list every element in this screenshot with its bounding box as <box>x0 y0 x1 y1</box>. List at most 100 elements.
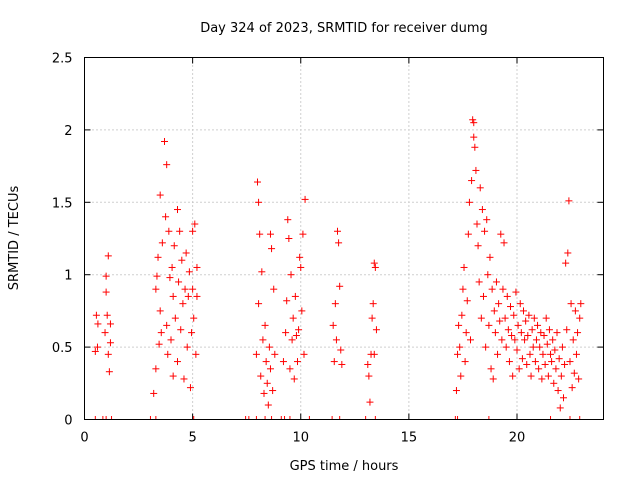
x-tick-label: 20 <box>509 431 526 446</box>
data-point <box>364 360 372 368</box>
data-point <box>165 227 173 235</box>
data-point <box>544 372 552 380</box>
data-point <box>279 358 287 366</box>
data-point <box>490 307 498 315</box>
data-point <box>495 300 503 308</box>
data-point <box>521 336 529 344</box>
data-point <box>185 268 193 276</box>
data-point <box>268 245 276 253</box>
data-point <box>288 336 296 344</box>
data-point <box>541 360 549 368</box>
y-tick-label: 2.5 <box>52 52 73 67</box>
data-point <box>488 285 496 293</box>
data-point <box>173 358 181 366</box>
data-point <box>519 307 527 315</box>
data-point <box>106 320 114 328</box>
data-point <box>163 321 171 329</box>
data-point <box>531 358 539 366</box>
x-tick-label: 10 <box>292 431 309 446</box>
data-point <box>557 372 565 380</box>
data-point <box>329 321 337 329</box>
data-point <box>467 336 475 344</box>
data-point <box>256 230 264 238</box>
data-point <box>370 350 378 358</box>
data-point <box>192 350 200 358</box>
data-point <box>500 239 508 247</box>
data-point <box>548 358 556 366</box>
data-point <box>260 389 268 397</box>
data-point <box>543 340 551 348</box>
data-point <box>487 365 495 373</box>
data-point <box>455 321 463 329</box>
data-point <box>476 184 484 192</box>
data-point <box>283 297 291 305</box>
data-point <box>162 213 170 221</box>
data-point <box>509 372 517 380</box>
data-point <box>465 198 473 206</box>
data-point <box>330 358 338 366</box>
data-point <box>482 343 490 351</box>
data-point <box>291 292 299 300</box>
data-point <box>101 329 109 337</box>
data-point <box>286 365 294 373</box>
data-point <box>298 307 306 315</box>
data-point <box>266 230 274 238</box>
data-point <box>471 143 479 151</box>
data-point <box>494 350 502 358</box>
data-point <box>564 249 572 257</box>
data-point <box>491 329 499 337</box>
data-point <box>489 375 497 383</box>
y-tick-label: 1 <box>64 269 72 284</box>
data-point <box>167 336 175 344</box>
data-point <box>102 272 110 280</box>
data-point <box>371 263 379 271</box>
data-point <box>270 285 278 293</box>
data-point <box>522 317 530 325</box>
data-point <box>496 317 504 325</box>
data-point <box>518 355 526 363</box>
data-point <box>176 227 184 235</box>
data-point <box>486 253 494 261</box>
data-point <box>163 161 171 169</box>
y-tick-label: 0.5 <box>52 341 73 356</box>
data-point <box>175 278 183 286</box>
data-point <box>570 369 578 377</box>
data-point <box>464 230 472 238</box>
data-point <box>468 177 476 185</box>
data-point <box>498 336 506 344</box>
data-point <box>338 360 346 368</box>
data-point <box>530 314 538 322</box>
x-axis-label: GPS time / hours <box>290 459 399 474</box>
data-point <box>536 343 544 351</box>
data-point <box>183 343 191 351</box>
data-point <box>190 314 198 322</box>
plot-frame <box>84 57 604 420</box>
data-point <box>460 263 468 271</box>
data-point <box>179 300 187 308</box>
x-tick-label: 5 <box>188 431 196 446</box>
data-point <box>483 216 491 224</box>
data-point <box>170 242 178 250</box>
data-point <box>254 178 261 186</box>
data-point <box>556 404 564 412</box>
data-point <box>106 339 114 347</box>
data-point <box>537 329 545 337</box>
data-point <box>539 350 547 358</box>
data-point <box>475 278 483 286</box>
data-point <box>503 292 511 300</box>
x-tick-label: 0 <box>80 431 88 446</box>
data-point <box>177 326 185 334</box>
data-point <box>508 332 516 340</box>
data-point <box>181 285 189 293</box>
data-point <box>156 307 164 315</box>
data-point <box>477 314 485 322</box>
data-point <box>507 303 515 311</box>
data-point <box>259 336 267 344</box>
data-point <box>189 227 197 235</box>
data-point <box>164 350 172 358</box>
data-point <box>555 355 563 363</box>
data-point <box>173 206 181 214</box>
data-point <box>454 350 462 358</box>
data-point <box>534 321 542 329</box>
data-point <box>255 300 263 308</box>
